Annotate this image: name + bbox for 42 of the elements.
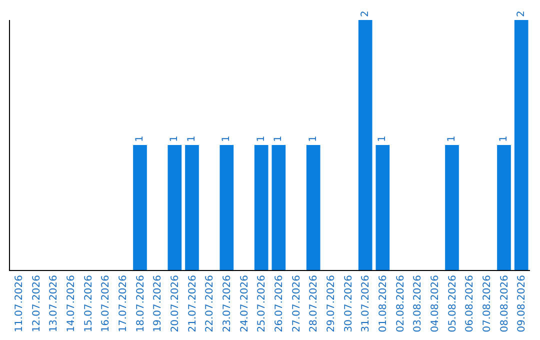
x-tick-label: 20.07.2026	[170, 275, 181, 332]
x-tick-label: 04.08.2026	[430, 275, 441, 332]
x-tick-label: 18.07.2026	[135, 275, 146, 332]
x-tick-label: 12.07.2026	[31, 275, 42, 332]
data-label: 1	[308, 136, 319, 142]
x-tick-label: 02.08.2026	[395, 275, 406, 332]
data-label: 1	[273, 136, 284, 142]
x-tick-label: 23.07.2026	[222, 275, 233, 332]
x-tick-label: 29.07.2026	[326, 275, 337, 332]
x-tick-label: 08.08.2026	[499, 275, 510, 332]
x-tick-label: 09.08.2026	[516, 275, 528, 332]
x-tick-label: 27.07.2026	[291, 275, 302, 332]
x-tick-label: 01.08.2026	[378, 275, 389, 332]
data-label: 1	[134, 136, 146, 142]
x-tick-label: 13.07.2026	[48, 275, 60, 332]
x-tick-label: 05.08.2026	[447, 275, 458, 332]
data-label: 1	[186, 136, 198, 142]
x-tick-label: 22.07.2026	[204, 275, 216, 332]
x-tick-label: 30.07.2026	[343, 275, 354, 332]
x-tick-label: 28.07.2026	[308, 275, 320, 332]
x-tick-label: 31.07.2026	[360, 275, 372, 332]
data-label: 1	[221, 136, 232, 142]
data-label: 1	[498, 136, 510, 142]
x-tick-label: 17.07.2026	[118, 275, 129, 332]
data-label: 2	[360, 10, 371, 17]
x-tick-label: 26.07.2026	[274, 275, 285, 332]
x-tick-label: 16.07.2026	[100, 275, 112, 332]
x-tick-label: 06.08.2026	[464, 275, 476, 332]
data-label: 2	[516, 10, 527, 17]
data-label: 1	[446, 136, 458, 142]
x-tick-label: 14.07.2026	[66, 275, 77, 332]
x-tick-label: 11.07.2026	[14, 275, 25, 332]
x-tick-label: 21.07.2026	[187, 275, 198, 332]
x-tick-label: 07.08.2026	[482, 275, 493, 332]
x-tick-label: 03.08.2026	[412, 275, 424, 332]
data-label: 1	[256, 136, 267, 142]
data-label: 1	[377, 136, 388, 142]
x-tick-label: 24.07.2026	[239, 275, 250, 332]
x-tick-label: 25.07.2026	[256, 275, 268, 332]
x-tick-label: 19.07.2026	[152, 275, 164, 332]
data-label: 1	[169, 136, 180, 142]
x-tick-label: 15.07.2026	[83, 275, 94, 332]
